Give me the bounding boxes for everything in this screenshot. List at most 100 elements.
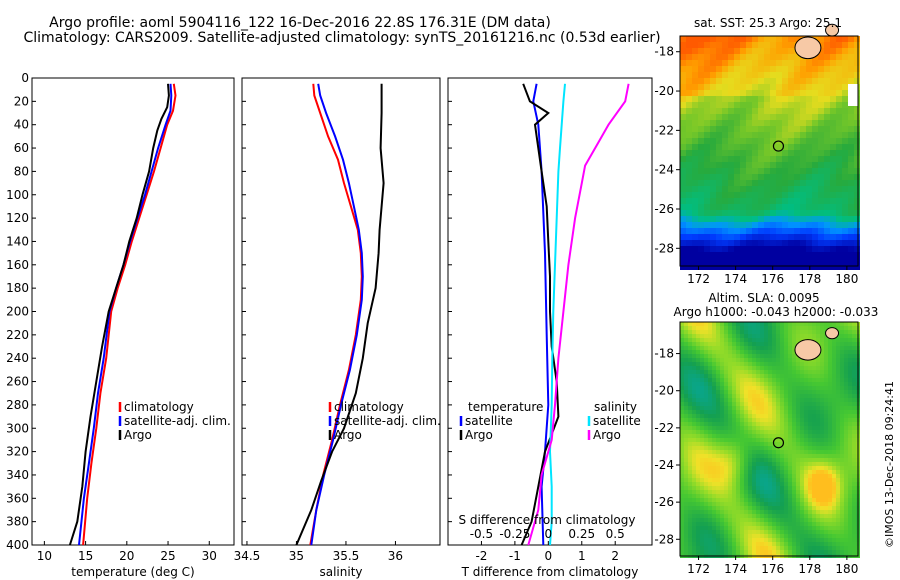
sla-cell [732, 502, 736, 506]
sla-cell [832, 422, 836, 426]
sla-cell [820, 330, 824, 334]
sla-cell [780, 526, 784, 530]
sla-cell [748, 542, 752, 546]
sst-cell [830, 150, 836, 156]
sla-cell [688, 550, 692, 554]
sst-cell [686, 150, 692, 156]
sla-cell [828, 522, 832, 526]
sst-cell [782, 174, 788, 180]
sst-cell [782, 198, 788, 204]
sla-cell [712, 442, 716, 446]
sst-cell [836, 66, 842, 72]
sst-cell [842, 234, 848, 240]
sst-cell [752, 210, 758, 216]
sst-cell [716, 60, 722, 66]
sst-cell [836, 54, 842, 60]
sla-cell [688, 382, 692, 386]
sla-cell [848, 402, 852, 406]
sst-cell [734, 144, 740, 150]
sst-cell [758, 198, 764, 204]
sst-cell [800, 114, 806, 120]
sla-cell [836, 342, 840, 346]
sla-cell [772, 490, 776, 494]
sla-cell [832, 466, 836, 470]
sla-cell [836, 534, 840, 538]
temperature-legend-0-label: climatology [124, 400, 194, 414]
sst-cell [806, 60, 812, 66]
sla-cell [780, 386, 784, 390]
sst-cell [728, 264, 734, 270]
sst-cell [692, 156, 698, 162]
sla-cell [804, 466, 808, 470]
sla-cell [740, 430, 744, 434]
sst-cell [842, 174, 848, 180]
sla-cell [716, 458, 720, 462]
salinity-panel-frame [241, 77, 441, 546]
sla-cell [812, 490, 816, 494]
sla-cell [780, 402, 784, 406]
sla-cell [752, 342, 756, 346]
sst-cell [776, 78, 782, 84]
sst-cell [836, 174, 842, 180]
sla-cell [724, 386, 728, 390]
sla-cell [784, 506, 788, 510]
sst-cell [716, 210, 722, 216]
sla-cell [832, 518, 836, 522]
sst-cell [782, 126, 788, 132]
sla-cell [728, 450, 732, 454]
sla-cell [768, 398, 772, 402]
sla-cell [764, 518, 768, 522]
sla-cell [832, 394, 836, 398]
sla-cell [752, 338, 756, 342]
sla-cell [796, 454, 800, 458]
sst-cell [818, 108, 824, 114]
sst-cell [824, 36, 830, 42]
sst-cell [710, 240, 716, 246]
sla_map-xtick-label: 176 [761, 562, 784, 576]
sla-cell [820, 378, 824, 382]
sst-cell [692, 126, 698, 132]
sla-cell [764, 414, 768, 418]
sst-cell [692, 90, 698, 96]
sst-cell [758, 252, 764, 258]
sla-cell [812, 410, 816, 414]
sst-cell [752, 90, 758, 96]
sla-cell [804, 442, 808, 446]
sla-cell [756, 514, 760, 518]
sst-cell [764, 48, 770, 54]
sst-cell [782, 108, 788, 114]
sla-cell [848, 326, 852, 330]
sla_map-field [680, 322, 860, 558]
sla-cell [720, 370, 724, 374]
sst-cell [770, 42, 776, 48]
sla-cell [760, 370, 764, 374]
sla-cell [724, 394, 728, 398]
sst-cell [686, 192, 692, 198]
sla-cell [816, 366, 820, 370]
sla-cell [804, 438, 808, 442]
sst-cell [818, 222, 824, 228]
sst-cell [722, 186, 728, 192]
sla-cell [776, 526, 780, 530]
sla-cell [716, 494, 720, 498]
sla-cell [820, 402, 824, 406]
sla-cell [764, 354, 768, 358]
sla-cell [804, 454, 808, 458]
sla-cell [812, 526, 816, 530]
sst-cell [800, 84, 806, 90]
sla-cell [740, 462, 744, 466]
sla-cell [768, 490, 772, 494]
sla-cell [832, 478, 836, 482]
sla-cell [756, 370, 760, 374]
sst-cell [758, 90, 764, 96]
sla-cell [780, 474, 784, 478]
sla-cell [692, 538, 696, 542]
sla-cell [832, 322, 836, 326]
sst-cell [770, 114, 776, 120]
sla-cell [768, 530, 772, 534]
sla-cell [796, 446, 800, 450]
sst-cell [824, 108, 830, 114]
sla-cell [756, 422, 760, 426]
sst-cell [776, 216, 782, 222]
salinity-xtick-label: 34.5 [234, 549, 261, 563]
